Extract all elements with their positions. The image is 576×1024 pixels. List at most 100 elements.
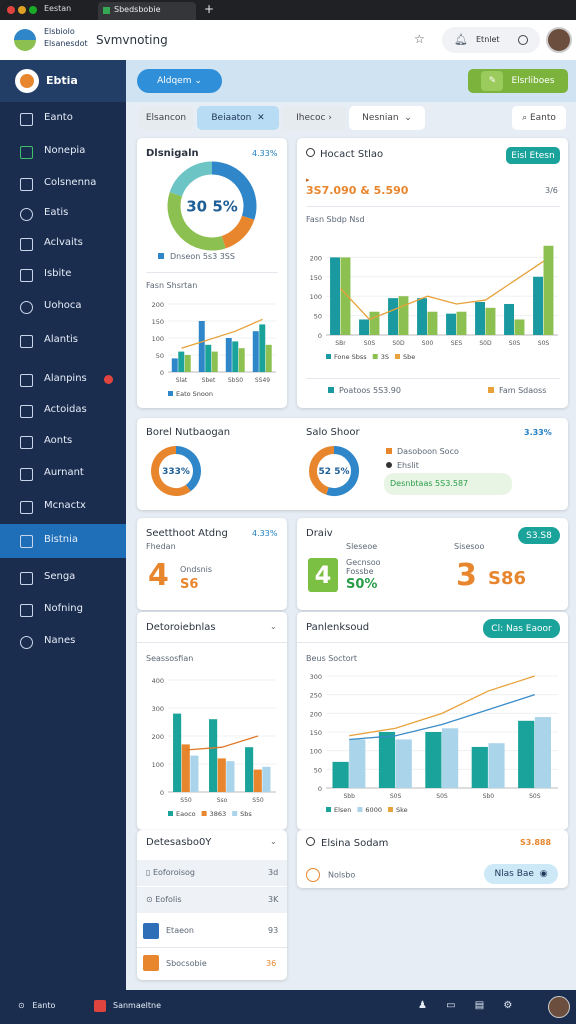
- col-head: Sisesoo: [454, 542, 485, 551]
- y-tick-label: 200: [310, 710, 322, 718]
- row-value: 3K: [268, 895, 279, 904]
- bar-chart: 0 50 100 150 200 250 300 Sbb S0S S0S Sb0 S0S Elsen 60…: [298, 668, 564, 818]
- filter[interactable]: Elsancon: [139, 106, 193, 130]
- app-icon: [94, 1000, 106, 1012]
- bar: [456, 311, 467, 335]
- swatch: [328, 387, 334, 393]
- button-label: Elsrliboes: [511, 76, 555, 86]
- nav-item[interactable]: Nanes: [0, 627, 126, 657]
- icon: [20, 374, 33, 387]
- bar: [209, 719, 218, 792]
- secondary-button[interactable]: ✎ Elsrliboes: [468, 69, 568, 93]
- nav-label: Nonepia: [44, 145, 86, 156]
- sub-title: Fasn Shsrtan: [146, 281, 198, 290]
- bar: [533, 276, 543, 335]
- note: Ondsnis: [180, 565, 213, 574]
- filter-label: Ihecoc: [296, 113, 326, 123]
- card-title: Seetthoot Atdng: [146, 528, 228, 539]
- bar: [417, 298, 427, 335]
- legend-swatch: [201, 811, 207, 816]
- card-title: Draiv: [306, 528, 333, 539]
- tab-active[interactable]: Sbedsbobie: [98, 2, 196, 20]
- y-tick-label: 150: [310, 274, 322, 282]
- bar: [378, 732, 396, 788]
- nav-item[interactable]: Isbite: [0, 260, 126, 290]
- filter-dropdown[interactable]: Nesnian ⌄: [349, 106, 425, 130]
- legend-label: Sbs: [240, 810, 252, 818]
- nav-item[interactable]: Actoidas: [0, 396, 126, 426]
- tab[interactable]: Eestan: [44, 4, 72, 13]
- nav-item[interactable]: Mcnactx: [0, 492, 126, 522]
- badge: [104, 375, 113, 384]
- nav-item-active[interactable]: Bistnia: [0, 524, 126, 558]
- bar: [330, 257, 340, 335]
- sidebar-logo: Ebtia: [0, 60, 126, 102]
- metric-label: ▸: [306, 176, 310, 184]
- list-row: [137, 887, 287, 913]
- swatch: [488, 387, 494, 393]
- bar: [488, 743, 505, 788]
- x-tick-label: SES: [451, 340, 463, 347]
- filter-active[interactable]: Beiaaton ✕: [197, 106, 279, 130]
- nav-item[interactable]: Uohoca: [0, 292, 126, 322]
- row-text: Eofolis: [155, 895, 182, 904]
- col-head: Sleseoe: [346, 542, 378, 551]
- line: [185, 735, 259, 751]
- legend-label: Fone Sbss: [334, 353, 367, 361]
- search[interactable]: ⌕ Eanto: [512, 106, 566, 130]
- change: 4.33%: [252, 529, 278, 538]
- max-dot: [29, 6, 37, 14]
- nav-item[interactable]: Aclvaits: [0, 229, 126, 259]
- nav-item[interactable]: Eanto: [0, 104, 126, 134]
- row-text: Nolsbo: [328, 870, 356, 880]
- row-label: ⊙ Eofolis: [146, 895, 182, 904]
- y-tick-label: 400: [152, 677, 164, 685]
- nav-item[interactable]: Senga: [0, 563, 126, 593]
- bar: [184, 355, 191, 372]
- bar: [388, 298, 398, 335]
- legend-swatch: [357, 807, 363, 812]
- nav-label: Colsnenna: [44, 177, 97, 188]
- row-text: Eoforoisog: [152, 868, 195, 877]
- primary-button[interactable]: Aldqem ⌄: [137, 69, 222, 93]
- nav-item[interactable]: Eatis: [0, 199, 126, 229]
- nav-label: Eanto: [44, 112, 73, 123]
- pill-button[interactable]: Nlas Bae ◉: [484, 864, 558, 884]
- card-button[interactable]: Cl: Nas Eaoor: [483, 619, 560, 638]
- nav-item[interactable]: Nofning: [0, 595, 126, 625]
- icon: [20, 208, 33, 221]
- edit-icon: ✎: [481, 71, 504, 91]
- card-button[interactable]: Eisl Etesn: [506, 147, 560, 164]
- avatar[interactable]: [546, 27, 572, 53]
- legend-label: Eato Snoon: [176, 390, 213, 398]
- filter[interactable]: Ihecoc ›: [282, 106, 346, 130]
- pill-text: Nlas Bae: [494, 869, 534, 879]
- bar: [534, 717, 552, 788]
- line: [181, 318, 263, 349]
- divider: [306, 206, 560, 207]
- nav-item[interactable]: Alanpins: [0, 365, 126, 395]
- icon: [20, 604, 33, 617]
- y-tick-label: 150: [310, 729, 322, 737]
- nav-item[interactable]: Aonts: [0, 427, 126, 457]
- star-icon: ☆: [414, 32, 425, 46]
- nav-item[interactable]: Alantis: [0, 326, 126, 356]
- badge: S3.S8: [518, 527, 560, 544]
- user-pill[interactable]: 🔔︎ Etnlet: [442, 27, 540, 53]
- row-value: 36: [266, 959, 277, 968]
- header-title: Svmvnoting: [96, 33, 168, 47]
- nav-item[interactable]: Aurnant: [0, 459, 126, 489]
- y-tick-label: 100: [152, 335, 164, 343]
- card-title: Panlenksoud: [306, 622, 370, 633]
- new-tab: +: [204, 2, 215, 16]
- nav-item[interactable]: Nonepia: [0, 137, 126, 167]
- bar: [543, 245, 554, 335]
- nav-item[interactable]: Colsnenna: [0, 169, 126, 199]
- icon: [306, 837, 315, 846]
- icon: [20, 636, 33, 649]
- bar: [359, 319, 369, 335]
- taskbar-app[interactable]: Sanmaeltne: [113, 1001, 162, 1010]
- legend-swatch: [232, 811, 238, 816]
- taskbar-left[interactable]: ⊙ Eanto: [18, 1001, 56, 1010]
- divider: [137, 642, 287, 643]
